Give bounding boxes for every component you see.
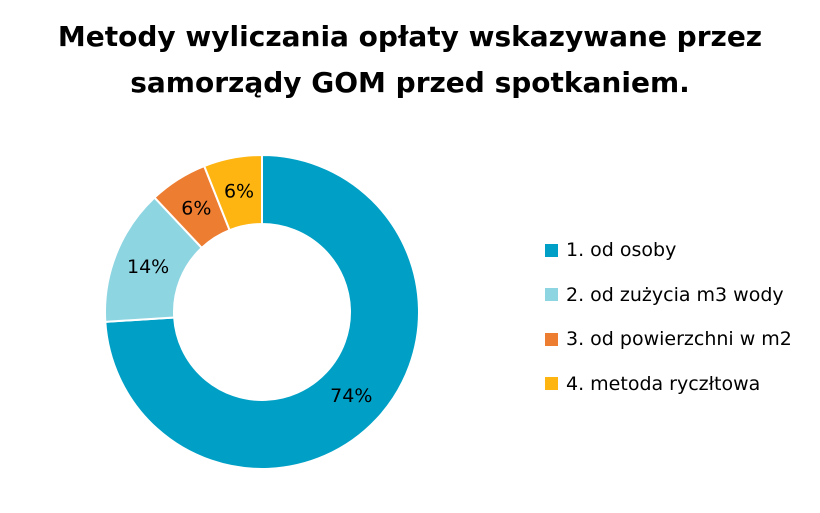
chart-legend: 1. od osoby 2. od zużycia m3 wody 3. od …: [545, 228, 815, 406]
legend-item-metoda-ryczaltowa: 4. metoda ryczłtowa: [545, 362, 815, 407]
legend-label: 3. od powierzchni w m2: [566, 328, 792, 351]
data-label: 6%: [224, 181, 254, 203]
legend-item-od-zuzycia: 2. od zużycia m3 wody: [545, 273, 815, 318]
legend-swatch: [545, 332, 558, 346]
chart-title-line-2: samorządy GOM przed spotkaniem.: [130, 66, 690, 99]
data-label: 6%: [181, 198, 211, 220]
legend-swatch: [545, 243, 558, 257]
legend-label: 4. metoda ryczłtowa: [566, 372, 761, 395]
data-label: 14%: [127, 256, 169, 278]
chart-title-line-1: Metody wyliczania opłaty wskazywane prze…: [57, 20, 763, 53]
chart-title: Metody wyliczania opłaty wskazywane prze…: [0, 14, 820, 106]
donut-slices: [104, 153, 420, 470]
legend-item-od-osoby: 1. od osoby: [545, 228, 815, 273]
legend-label: 2. od zużycia m3 wody: [566, 283, 784, 306]
legend-item-od-powierzchni: 3. od powierzchni w m2: [545, 317, 815, 362]
legend-swatch: [545, 377, 558, 391]
donut-data-labels: 74% 14% 6% 6%: [127, 181, 372, 407]
data-label: 74%: [330, 385, 372, 407]
legend-swatch: [545, 288, 558, 302]
legend-label: 1. od osoby: [566, 239, 677, 262]
donut-slice: [202, 153, 263, 232]
donut-slice: [104, 153, 420, 470]
